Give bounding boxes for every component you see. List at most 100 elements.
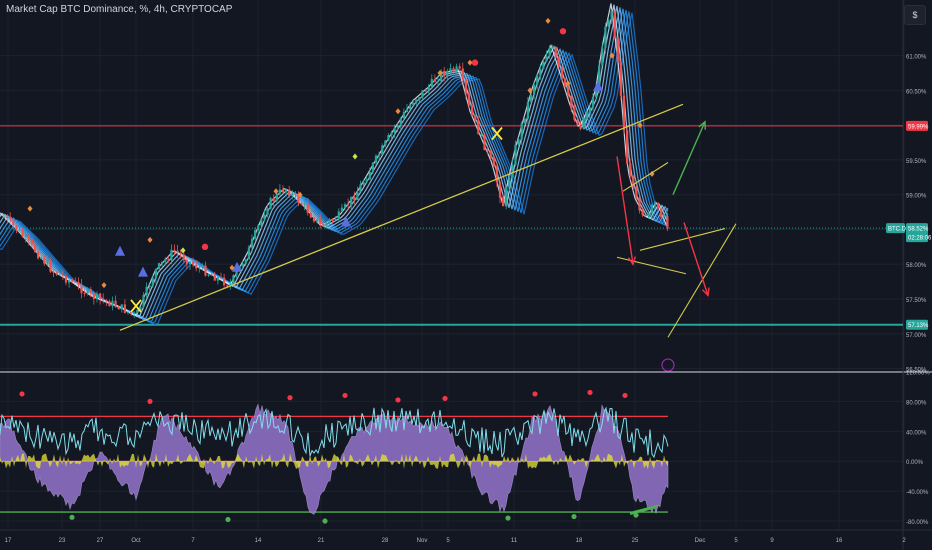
candle-body	[616, 37, 619, 63]
candle-body	[27, 235, 30, 240]
candle-body	[350, 196, 353, 206]
trend-drawings	[119, 103, 737, 372]
candle-body	[371, 162, 374, 172]
candle-body	[30, 239, 33, 244]
time-axis[interactable]: 17 23 27 Oct 7 14 21 28 Nov 5 11 18 25 Dec 5 9 16 2	[5, 538, 907, 544]
candle-body	[37, 251, 40, 259]
candle-body	[340, 207, 343, 212]
candle-body	[192, 261, 195, 265]
signal-diamond	[229, 264, 235, 271]
candle-body	[452, 68, 455, 72]
time-tick-label: Dec	[695, 538, 706, 544]
projection-arrow-down	[683, 222, 709, 296]
projection-arrow-down-head	[701, 287, 710, 298]
channel-line	[616, 256, 687, 275]
candle-body	[601, 48, 604, 66]
candle-body	[24, 235, 27, 237]
candle-body	[241, 263, 244, 266]
candle-body	[167, 259, 170, 261]
signal-diamond	[27, 205, 33, 212]
candle-body	[157, 263, 161, 269]
price-tag-bg	[906, 223, 928, 234]
candle-body	[579, 124, 582, 129]
candle-body	[300, 202, 303, 205]
candle-body	[223, 277, 226, 286]
candle-body	[198, 267, 201, 269]
candle-body	[508, 177, 511, 187]
candle-body	[117, 306, 120, 310]
signal-diamond	[297, 191, 303, 198]
signal-up-triangle	[115, 245, 125, 256]
signal-up-triangle	[232, 261, 242, 272]
candle-body	[430, 79, 433, 87]
candle-body	[387, 135, 390, 141]
candle-body	[365, 179, 368, 183]
oscillator-signal-dot	[587, 389, 593, 396]
candle-body	[49, 260, 52, 272]
candle-body	[474, 115, 477, 121]
price-tag-bg	[906, 319, 928, 330]
candle-body	[374, 155, 378, 163]
ma-ribbon	[0, 3, 669, 326]
candle-body	[164, 259, 167, 262]
price-tag-label: 58.52%	[908, 227, 929, 233]
candle-body	[219, 277, 223, 279]
candle-body	[204, 265, 207, 276]
candle-body	[536, 75, 539, 85]
candle-body	[18, 229, 21, 231]
signal-up-triangle	[138, 266, 148, 277]
candle-body	[312, 217, 316, 222]
candle-body	[9, 217, 12, 220]
candle-body	[2, 216, 6, 218]
projection-arrow-down	[616, 156, 634, 265]
candle-body	[483, 133, 486, 151]
projection-arrow-down-head	[627, 256, 637, 266]
oscillator-tick-label: -40.00%	[906, 490, 929, 496]
candle-body	[440, 70, 443, 81]
candle-body	[161, 261, 164, 264]
candle-body	[424, 90, 427, 92]
candle-body	[657, 203, 660, 209]
candle-body	[393, 127, 396, 133]
candle-body	[145, 286, 148, 296]
candle-body	[635, 187, 638, 198]
candle-body	[533, 84, 536, 95]
candle-body	[666, 216, 669, 229]
time-tick-label: Nov	[417, 538, 428, 544]
channel-line	[639, 228, 726, 251]
time-tick-label: 27	[97, 538, 104, 544]
candle-body	[263, 215, 266, 220]
candle-body	[306, 203, 309, 213]
rising-trendline	[119, 103, 684, 331]
time-tick-label: 14	[255, 538, 262, 544]
oscillator-signal-dot	[342, 392, 348, 399]
candle-body	[136, 310, 139, 313]
candle-body	[582, 118, 585, 129]
candle-body	[560, 66, 564, 79]
signal-cross	[491, 126, 503, 141]
candle-body	[514, 144, 517, 165]
candle-body	[542, 61, 545, 69]
candle-body	[653, 203, 657, 205]
ma-ribbon-line	[0, 8, 669, 322]
price-tag-bg	[906, 232, 928, 243]
candle-body	[309, 212, 312, 218]
candle-body	[176, 250, 179, 253]
candle-body	[368, 171, 371, 180]
signal-dot	[471, 59, 479, 66]
candle-body	[449, 68, 452, 72]
candle-body	[517, 139, 520, 145]
candle-body	[6, 216, 9, 218]
candle-body	[21, 229, 24, 237]
time-tick-label: 16	[836, 538, 843, 544]
signal-diamond	[467, 59, 473, 66]
signal-diamond	[101, 282, 107, 289]
oscillator-signal-dot	[287, 395, 293, 401]
currency-settings-button[interactable]: $	[904, 5, 926, 25]
price-axis[interactable]: 61.00%60.50%60.00%59.50%59.00%58.50%58.0…	[886, 55, 932, 526]
candle-body	[347, 204, 350, 206]
candle-body	[554, 46, 557, 58]
candle-body	[114, 300, 117, 307]
candlesticks	[2, 9, 669, 319]
candle-body	[529, 94, 533, 102]
